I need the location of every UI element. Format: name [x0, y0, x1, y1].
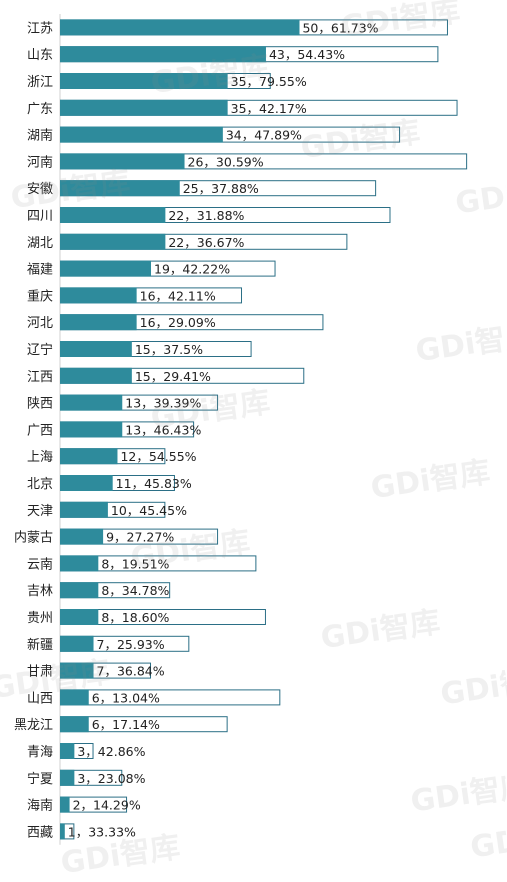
data-label: 16，29.09% [140, 315, 216, 330]
category-label: 河北 [27, 316, 53, 331]
value-bar [60, 99, 228, 116]
data-label: 35，42.17% [231, 101, 307, 116]
value-bar [60, 341, 132, 357]
data-label: 3，42.86% [77, 744, 145, 759]
value-bar [60, 609, 99, 625]
value-bar [60, 635, 94, 652]
data-label: 22，31.88% [168, 208, 244, 223]
value-bar [60, 796, 70, 813]
category-label: 重庆 [27, 288, 53, 304]
value-bar [60, 73, 228, 89]
category-label: 贵州 [27, 611, 53, 626]
data-label: 3，23.08% [77, 771, 145, 786]
bar-chart: 江苏 50，61.73% 山东 43，54.43% 浙江 35，79.55% 广东 35，42… [14, 14, 468, 845]
value-bar [60, 207, 166, 223]
category-label: 黑龙江 [14, 718, 53, 733]
category-label: 北京 [27, 477, 53, 492]
data-label: 50，61.73% [302, 20, 378, 35]
value-bar [60, 126, 223, 143]
data-label: 8，34.78% [101, 583, 169, 598]
category-label: 安徽 [27, 182, 53, 197]
data-label: 13，39.39% [125, 396, 201, 411]
data-label: 22，36.67% [168, 235, 244, 250]
category-label: 江西 [27, 370, 53, 385]
category-label: 河南 [27, 154, 53, 170]
data-label: 7，36.84% [97, 664, 165, 679]
data-label: 6，17.14% [92, 717, 160, 732]
value-bar [60, 448, 118, 465]
category-label: 天津 [27, 504, 53, 519]
category-label: 辽宁 [27, 342, 53, 358]
value-bar [60, 689, 89, 706]
value-bar [60, 475, 113, 491]
category-label: 广东 [27, 102, 53, 117]
value-bar [60, 287, 137, 304]
category-label: 新疆 [27, 637, 53, 653]
category-label: 广西 [27, 423, 53, 438]
data-label: 34，47.89% [226, 128, 302, 143]
category-label: 山东 [27, 48, 53, 63]
value-bar [60, 46, 266, 63]
data-label: 15，37.5% [135, 342, 203, 357]
value-bar [60, 260, 152, 277]
category-label: 山西 [27, 691, 53, 706]
data-label: 9，27.27% [106, 530, 174, 545]
category-label: 云南 [27, 556, 53, 572]
data-label: 8，18.60% [101, 610, 169, 625]
data-label: 10，45.45% [111, 503, 187, 518]
data-label: 7，25.93% [97, 637, 165, 652]
value-bar [60, 769, 75, 786]
category-label: 西藏 [27, 825, 53, 840]
data-label: 15，29.41% [135, 369, 211, 384]
value-bar [60, 394, 123, 411]
value-bar [60, 233, 166, 250]
category-label: 陕西 [27, 397, 53, 412]
category-label: 宁夏 [27, 771, 53, 787]
category-label: 四川 [27, 209, 53, 224]
data-label: 2，14.29% [73, 798, 141, 813]
category-label: 江苏 [27, 20, 53, 36]
data-label: 11，45.83% [116, 476, 192, 491]
data-label: 43，54.43% [269, 47, 345, 62]
value-bar [60, 528, 104, 545]
data-label: 26，30.59% [188, 154, 264, 169]
category-label: 海南 [27, 798, 53, 814]
value-bar [60, 421, 123, 438]
value-bar [60, 716, 89, 733]
data-label: 8，19.51% [101, 556, 169, 571]
category-label: 湖南 [27, 128, 53, 144]
value-bar [60, 19, 300, 36]
data-label: 6，13.04% [92, 690, 160, 705]
value-bar [60, 180, 180, 197]
value-bar [60, 743, 75, 759]
category-label: 青海 [27, 745, 53, 760]
value-bar [60, 555, 99, 572]
value-bar [60, 367, 132, 384]
value-bar [60, 501, 108, 518]
category-label: 上海 [27, 450, 53, 465]
value-bar [60, 582, 99, 599]
data-label: 1，33.33% [68, 824, 136, 839]
category-label: 吉林 [27, 584, 53, 599]
data-label: 35，79.55% [231, 74, 307, 89]
value-bar [60, 153, 185, 170]
data-label: 19，42.22% [154, 262, 230, 277]
category-label: 湖北 [27, 236, 53, 251]
value-bar [60, 314, 137, 331]
data-label: 12，54.55% [120, 449, 196, 464]
data-label: 25，37.88% [183, 181, 259, 196]
value-bar [60, 662, 94, 679]
category-label: 内蒙古 [14, 530, 53, 546]
data-label: 13，46.43% [125, 422, 201, 437]
category-label: 福建 [27, 263, 53, 278]
category-label: 浙江 [27, 75, 53, 90]
data-label: 16，42.11% [140, 288, 216, 303]
value-bar [60, 823, 65, 840]
category-label: 甘肃 [27, 665, 53, 680]
